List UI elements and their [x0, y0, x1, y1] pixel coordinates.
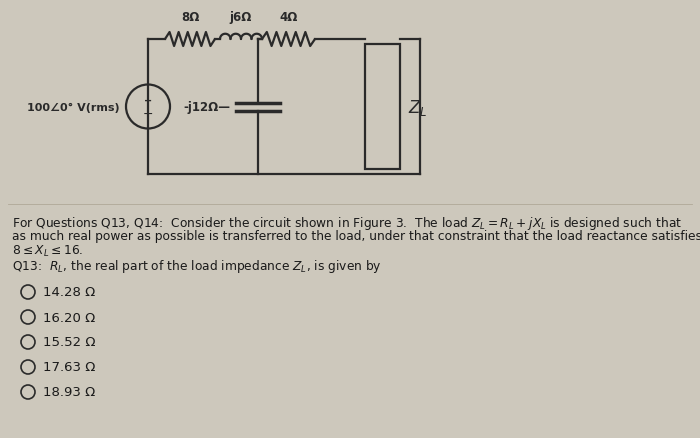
- Text: 14.28 Ω: 14.28 Ω: [43, 286, 95, 299]
- Text: as much real power as possible is transferred to the load, under that constraint: as much real power as possible is transf…: [12, 230, 700, 243]
- Text: 8Ω: 8Ω: [181, 11, 199, 24]
- Text: 17.63 Ω: 17.63 Ω: [43, 360, 95, 374]
- Text: 15.52 Ω: 15.52 Ω: [43, 336, 95, 349]
- Text: j6Ω: j6Ω: [230, 11, 252, 24]
- Text: 16.20 Ω: 16.20 Ω: [43, 311, 95, 324]
- Text: 100∠0° V(rms): 100∠0° V(rms): [27, 102, 120, 112]
- Text: For Questions Q13, Q14:  Consider the circuit shown in Figure 3.  The load $Z_L : For Questions Q13, Q14: Consider the cir…: [12, 215, 682, 231]
- Bar: [365, 45, 400, 170]
- Text: -j12Ω—: -j12Ω—: [183, 101, 230, 114]
- Text: 18.93 Ω: 18.93 Ω: [43, 385, 95, 399]
- Text: $8 \leq X_L \leq 16$.: $8 \leq X_L \leq 16$.: [12, 244, 83, 258]
- Text: +: +: [144, 95, 152, 105]
- Text: $Z_L$: $Z_L$: [408, 97, 428, 117]
- Text: −: −: [143, 108, 153, 121]
- Text: 4Ω: 4Ω: [279, 11, 298, 24]
- Text: Q13:  $R_L$, the real part of the load impedance $Z_L$, is given by: Q13: $R_L$, the real part of the load im…: [12, 258, 382, 274]
